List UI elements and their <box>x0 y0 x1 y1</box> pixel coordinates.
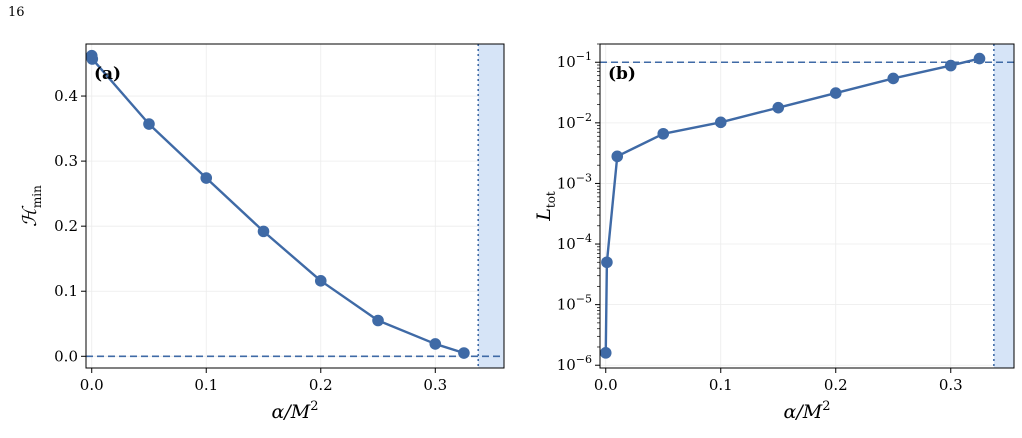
data-point <box>200 172 213 184</box>
panel-label: (a) <box>94 64 121 84</box>
data-point <box>887 72 900 85</box>
y-tick-label: 0.4 <box>54 87 78 105</box>
y-tick-label: 0.1 <box>54 282 78 300</box>
page-number: 16 <box>8 5 25 20</box>
y-tick-label: 0.2 <box>54 217 78 235</box>
data-point <box>944 59 957 72</box>
y-tick-label: 10−3 <box>557 171 592 192</box>
data-point <box>611 150 624 163</box>
y-tick-label: 0.0 <box>54 347 78 365</box>
plot-frame <box>85 43 505 369</box>
x-tick-label: 0.3 <box>423 376 447 394</box>
y-tick-label: 10−1 <box>557 50 592 71</box>
x-axis-label: α/M2 <box>784 399 831 423</box>
series-line <box>604 57 980 353</box>
x-tick-label: 0.0 <box>594 376 618 394</box>
data-point <box>143 118 155 130</box>
x-tick-label: 0.1 <box>194 376 218 394</box>
y-tick-label: 10−5 <box>557 293 592 314</box>
data-point <box>372 314 384 327</box>
y-tick-label: 10−4 <box>557 232 592 253</box>
data-point <box>86 53 99 65</box>
x-tick-label: 0.1 <box>709 376 733 394</box>
data-point <box>599 347 612 359</box>
y-tick-label: 10−6 <box>557 353 592 374</box>
x-tick-label: 0.2 <box>309 376 333 394</box>
data-point <box>458 347 470 359</box>
data-point <box>829 87 842 99</box>
data-point <box>429 338 442 350</box>
data-point <box>601 256 613 269</box>
panel-label: (b) <box>608 64 636 84</box>
y-tick-label: 0.3 <box>54 152 78 170</box>
data-point <box>973 52 986 65</box>
y-axis-label: ℋmin <box>19 185 44 227</box>
data-point <box>257 225 270 238</box>
x-axis-label: α/M2 <box>272 399 319 423</box>
y-axis-label: Ltot <box>533 191 558 222</box>
data-point <box>657 127 670 140</box>
data-point <box>772 101 785 114</box>
y-tick-label: 10−2 <box>557 111 592 132</box>
panel-b: 0.0 0.1 0.2 0.3 10−6 10−5 10−4 10−3 10−2 10−1 α/M2… <box>533 43 1015 423</box>
series-line <box>90 55 465 355</box>
shaded-region <box>478 44 504 368</box>
x-tick-label: 0.0 <box>80 376 104 394</box>
data-point <box>714 116 727 129</box>
panel-a: 0.0 0.1 0.2 0.3 0.0 0.1 0.2 0.3 0.4 α/M2 ℋmin (a) <box>19 43 505 423</box>
plot-frame <box>599 43 1015 369</box>
shaded-region <box>993 44 1014 368</box>
x-tick-label: 0.3 <box>939 376 963 394</box>
x-tick-label: 0.2 <box>824 376 848 394</box>
data-point <box>314 275 327 287</box>
